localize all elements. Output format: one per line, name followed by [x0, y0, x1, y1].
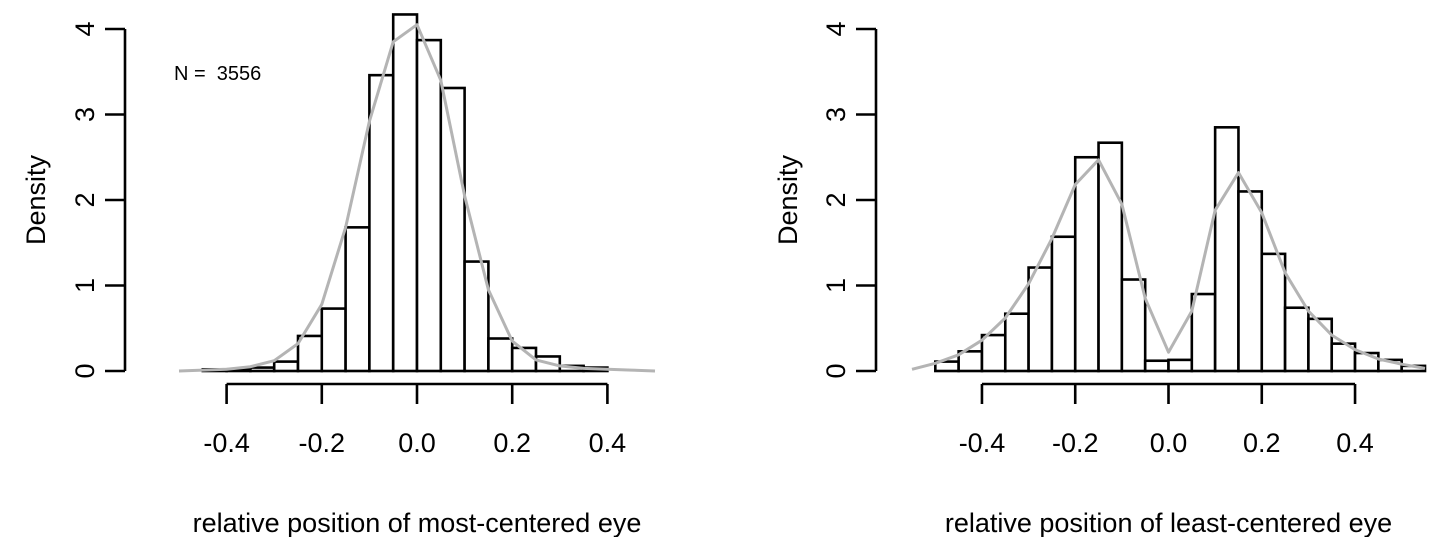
x-tick-label: 0.0	[398, 428, 436, 458]
x-tick-label: 0.2	[1243, 428, 1281, 458]
x-tick-label: -0.4	[203, 428, 250, 458]
x-axis-title: relative position of least-centered eye	[945, 508, 1392, 537]
y-axis: 0 1 2 3 4	[70, 21, 127, 379]
histogram-bar	[272, 360, 300, 373]
histogram-bar	[249, 366, 276, 373]
histogram-bar	[1190, 292, 1217, 373]
y-axis: 0 1 2 3 4	[821, 21, 878, 379]
histogram-bar	[1003, 312, 1030, 373]
histogram-bar	[391, 13, 419, 373]
y-tick-label: 0	[70, 363, 100, 378]
density-curve	[911, 158, 1426, 371]
histogram-bar	[980, 333, 1007, 373]
y-tick-label: 4	[821, 21, 851, 36]
histogram-bar	[1050, 235, 1077, 373]
histogram-bar	[463, 260, 490, 373]
x-tick-label: -0.4	[959, 428, 1006, 458]
x-tick-label: 0.0	[1150, 428, 1188, 458]
x-axis: -0.4 -0.2 0.0 0.2 0.4	[959, 382, 1374, 458]
panel-least-centered-eye: -0.4 -0.2 0.0 0.2 0.4 0 1 2 3 4 relative position …	[773, 21, 1427, 537]
y-tick-label: 2	[70, 192, 100, 207]
x-tick-label: -0.2	[1052, 428, 1099, 458]
histogram-bar	[415, 38, 443, 373]
histogram-bar	[1307, 317, 1334, 373]
histogram-bar	[1167, 358, 1194, 373]
histogram-bar	[1260, 252, 1287, 373]
panel-most-centered-eye: -0.4 -0.2 0.0 0.2 0.4 0 1 2 3 4 relative position …	[21, 13, 656, 537]
y-tick-label: 2	[821, 192, 851, 207]
x-tick-label: 0.4	[589, 428, 627, 458]
histogram-bar	[1097, 141, 1124, 373]
histogram-bar	[487, 337, 514, 373]
histogram-bar	[1073, 155, 1100, 373]
density-curve	[178, 23, 656, 373]
histogram-bars	[201, 13, 609, 373]
histogram-bar	[1237, 190, 1264, 373]
y-tick-label: 1	[821, 278, 851, 293]
y-tick-label: 3	[70, 107, 100, 122]
histogram-bars	[934, 126, 1427, 373]
y-tick-label: 3	[821, 107, 851, 122]
x-tick-label: -0.2	[299, 428, 346, 458]
x-tick-label: 0.2	[493, 428, 531, 458]
x-axis: -0.4 -0.2 0.0 0.2 0.4	[203, 382, 627, 458]
histogram-bar	[368, 73, 395, 373]
x-tick-label: 0.4	[1336, 428, 1374, 458]
histogram-bar	[1213, 126, 1240, 373]
histogram-bar	[344, 226, 371, 373]
histogram-bar	[320, 307, 347, 373]
y-tick-label: 4	[70, 21, 100, 36]
histogram-bar	[1143, 359, 1170, 373]
histogram-bar	[1027, 266, 1054, 373]
x-axis-title: relative position of most-centered eye	[193, 508, 642, 537]
sample-size-annotation: N = 3556	[174, 63, 261, 85]
y-axis-title: Density	[21, 154, 51, 245]
histogram-bar	[439, 86, 466, 373]
y-tick-label: 1	[70, 278, 100, 293]
histogram-bar	[1283, 306, 1310, 373]
histogram-bar	[1120, 278, 1147, 373]
y-tick-label: 0	[821, 363, 851, 378]
histogram-bar	[296, 334, 324, 373]
y-axis-title: Density	[773, 154, 803, 245]
